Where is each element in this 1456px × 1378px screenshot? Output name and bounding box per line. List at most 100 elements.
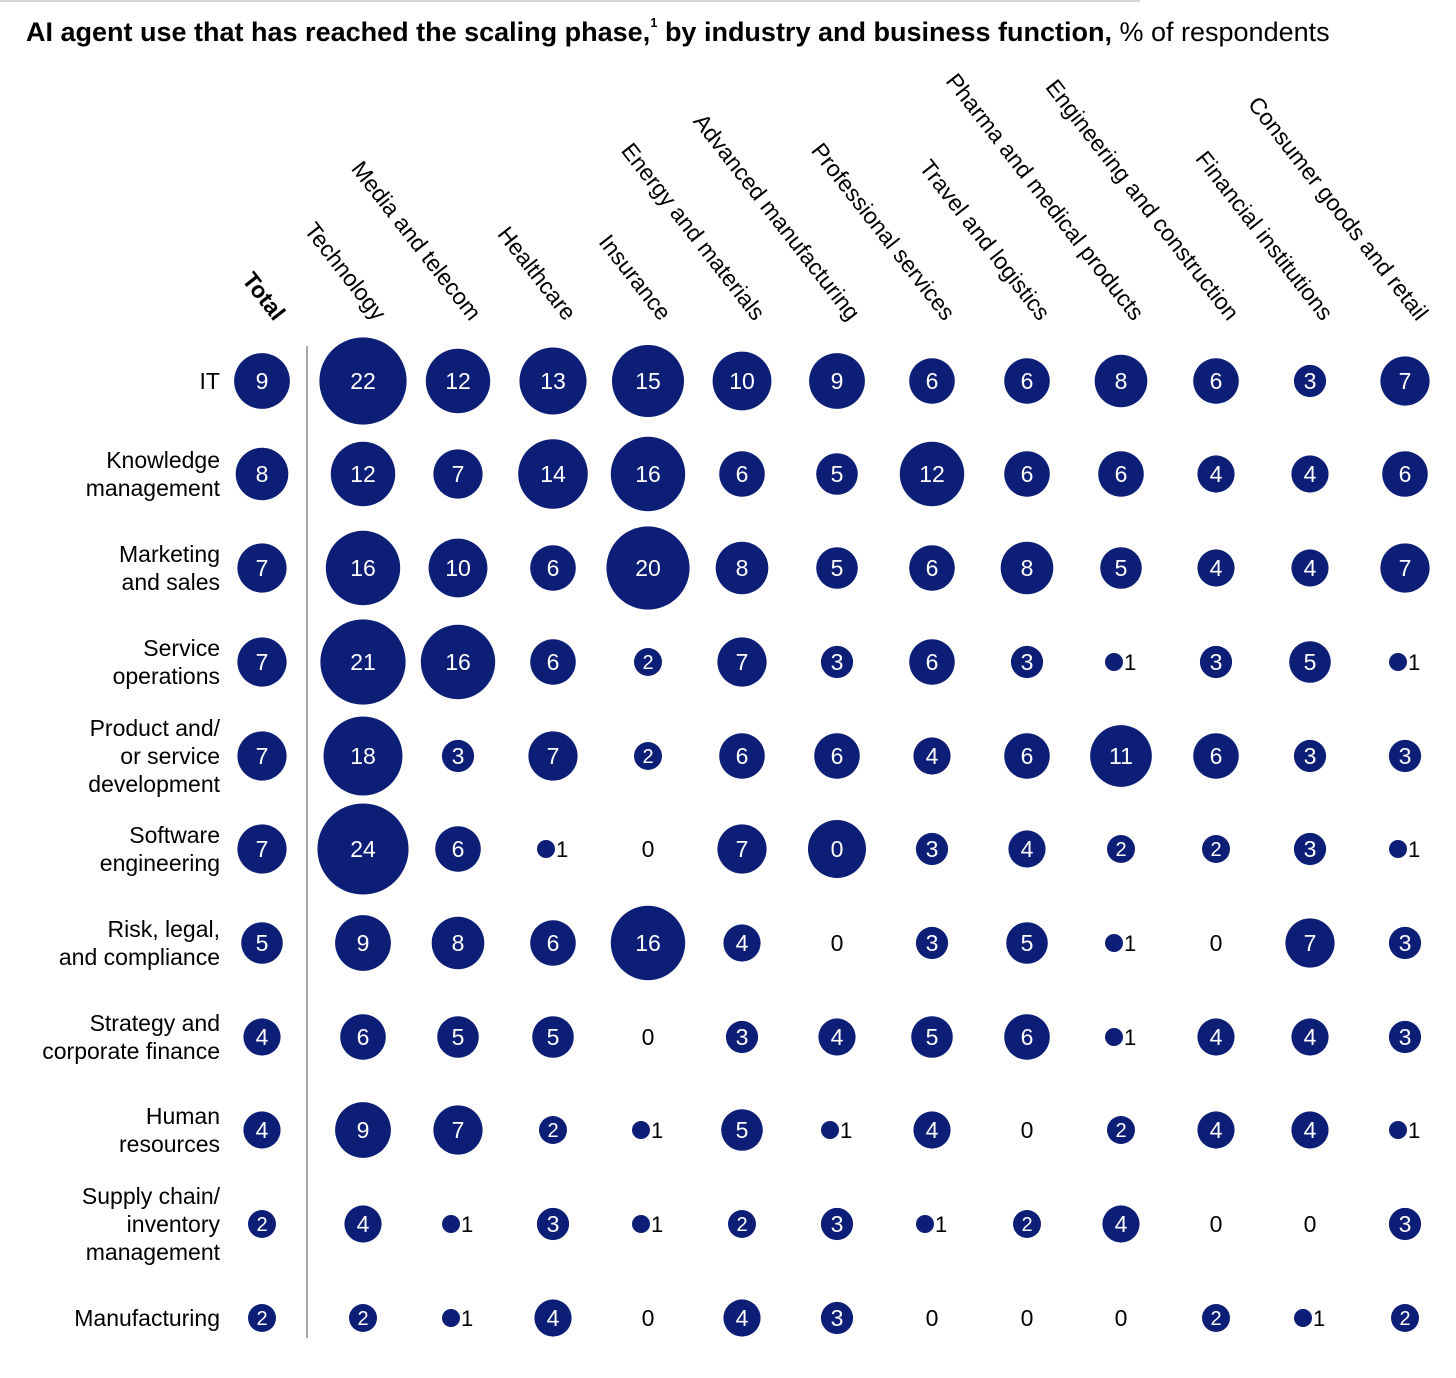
value-label: 6 [547, 930, 560, 956]
bubble-strategy-and-corporate-finance-healthcare [532, 1016, 574, 1058]
bubble-strategy-and-corporate-finance-engineering-and-construction [1197, 1018, 1235, 1056]
value-label: 1 [840, 1118, 852, 1143]
value-label: 3 [1399, 1024, 1412, 1050]
value-label: 4 [1115, 1211, 1128, 1237]
row-label-line: Software [129, 822, 220, 848]
bubble-risk-legal-and-compliance-insurance [610, 905, 686, 981]
value-label: 4 [736, 1305, 749, 1331]
row-label-line: development [88, 771, 220, 797]
value-label: 1 [1313, 1306, 1325, 1331]
value-label: 0 [642, 1024, 655, 1050]
value-label: 4 [1304, 1117, 1317, 1143]
value-label: 0 [1210, 930, 1223, 956]
value-label: 5 [547, 1024, 560, 1050]
value-label: 16 [635, 461, 661, 487]
row-label-line: IT [200, 368, 220, 394]
bubble-human-resources-engineering-and-construction [1197, 1111, 1235, 1149]
row-label-line: Product and/ [90, 715, 221, 741]
value-label: 4 [926, 743, 939, 769]
value-label: 16 [350, 555, 376, 581]
row-label-line: management [86, 1239, 221, 1265]
row-label-line: Risk, legal, [108, 916, 220, 942]
value-label: 8 [1115, 368, 1128, 394]
value-label: 3 [1304, 743, 1317, 769]
bubble-product-and-or-service-development-healthcare [528, 731, 578, 781]
bubble-supply-chain-inventory-management-advanced-manufacturing [820, 1207, 854, 1241]
bubble-supply-chain-inventory-management-travel-and-logistics [1013, 1210, 1041, 1238]
bubble-service-operations-consumer-goods-and-retail [1389, 653, 1407, 671]
row-label-service-operations: Service operations [113, 635, 220, 689]
value-label: 12 [445, 368, 471, 394]
bubble-human-resources-advanced-manufacturing [821, 1121, 839, 1139]
row-label-software-engineering: Software engineering [100, 822, 220, 876]
bubble-product-and-or-service-development-travel-and-logistics [1004, 733, 1050, 779]
bubble-strategy-and-corporate-finance-travel-and-logistics [1004, 1014, 1050, 1060]
column-header-healthcare: Healthcare [493, 221, 582, 325]
value-label: 2 [1115, 839, 1126, 861]
bubble-marketing-and-sales-advanced-manufacturing [816, 547, 858, 589]
row-label-risk-legal-and-compliance: Risk, legal, and compliance [59, 916, 220, 970]
bubble-human-resources-technology [335, 1102, 391, 1158]
value-label: 14 [540, 461, 566, 487]
bubble-software-engineering-healthcare [537, 840, 555, 858]
row-label-knowledge-management: Knowledge management [86, 447, 221, 501]
value-label: 6 [1210, 743, 1223, 769]
bubble-strategy-and-corporate-finance-energy-and-materials [725, 1020, 759, 1054]
value-label: 6 [452, 836, 465, 862]
bubble-strategy-and-corporate-finance-pharma-and-medical-products [1105, 1028, 1123, 1046]
bubble-product-and-or-service-development-financial-institutions [1293, 739, 1327, 773]
value-label: 0 [1304, 1211, 1317, 1237]
value-label: 3 [1399, 743, 1412, 769]
bubble-it-travel-and-logistics [1004, 358, 1050, 404]
bubble-service-operations-energy-and-materials [717, 637, 767, 687]
row-label-line: engineering [100, 850, 220, 876]
title-footnote-mark: 1 [650, 15, 658, 30]
bubble-risk-legal-and-compliance-total [241, 922, 283, 964]
value-label: 0 [1021, 1117, 1034, 1143]
bubble-product-and-or-service-development-energy-and-materials [719, 733, 765, 779]
bubble-product-and-or-service-development-advanced-manufacturing [814, 733, 860, 779]
bubble-marketing-and-sales-healthcare [530, 545, 576, 591]
bubble-knowledge-management-energy-and-materials [719, 451, 765, 497]
bubble-service-operations-financial-institutions [1289, 641, 1331, 683]
value-label: 7 [452, 1117, 465, 1143]
row-label-it: IT [200, 368, 220, 394]
bubble-product-and-or-service-development-media-and-telecom [441, 739, 475, 773]
value-label: 6 [547, 649, 560, 675]
value-label: 1 [556, 837, 568, 862]
value-label: 9 [357, 930, 370, 956]
value-label: 16 [445, 649, 471, 675]
value-label: 3 [547, 1211, 560, 1237]
bubble-software-engineering-consumer-goods-and-retail [1389, 840, 1407, 858]
bubble-human-resources-total [243, 1111, 281, 1149]
bubble-it-professional-services [909, 358, 955, 404]
row-label-line: corporate finance [42, 1038, 220, 1064]
bubble-it-media-and-telecom [425, 348, 491, 414]
row-label-line: Human [146, 1103, 220, 1129]
bubble-it-consumer-goods-and-retail [1380, 356, 1430, 406]
bubble-knowledge-management-consumer-goods-and-retail [1382, 451, 1428, 497]
bubble-manufacturing-total [248, 1304, 276, 1332]
row-label-line: Knowledge [106, 447, 220, 473]
bubble-supply-chain-inventory-management-insurance [632, 1215, 650, 1233]
row-label-line: Marketing [119, 541, 220, 567]
value-label: 6 [1021, 1024, 1034, 1050]
value-label: 1 [651, 1118, 663, 1143]
bubble-human-resources-healthcare [539, 1116, 567, 1144]
value-label: 3 [1021, 649, 1034, 675]
bubble-software-engineering-travel-and-logistics [1008, 830, 1046, 868]
value-label: 12 [919, 461, 945, 487]
bubble-risk-legal-and-compliance-media-and-telecom [431, 916, 485, 970]
row-label-marketing-and-sales: Marketing and sales [119, 541, 220, 595]
row-label-line: Strategy and [90, 1010, 220, 1036]
bubble-risk-legal-and-compliance-consumer-goods-and-retail [1388, 926, 1422, 960]
value-label: 4 [736, 930, 749, 956]
bubble-knowledge-management-healthcare [518, 439, 588, 509]
value-label: 3 [1304, 836, 1317, 862]
value-label: 7 [547, 743, 560, 769]
title-unit: % of respondents [1111, 17, 1330, 47]
value-label: 4 [926, 1117, 939, 1143]
column-header-insurance: Insurance [594, 229, 677, 325]
row-label-line: Service [143, 635, 220, 661]
value-label: 0 [1021, 1305, 1034, 1331]
